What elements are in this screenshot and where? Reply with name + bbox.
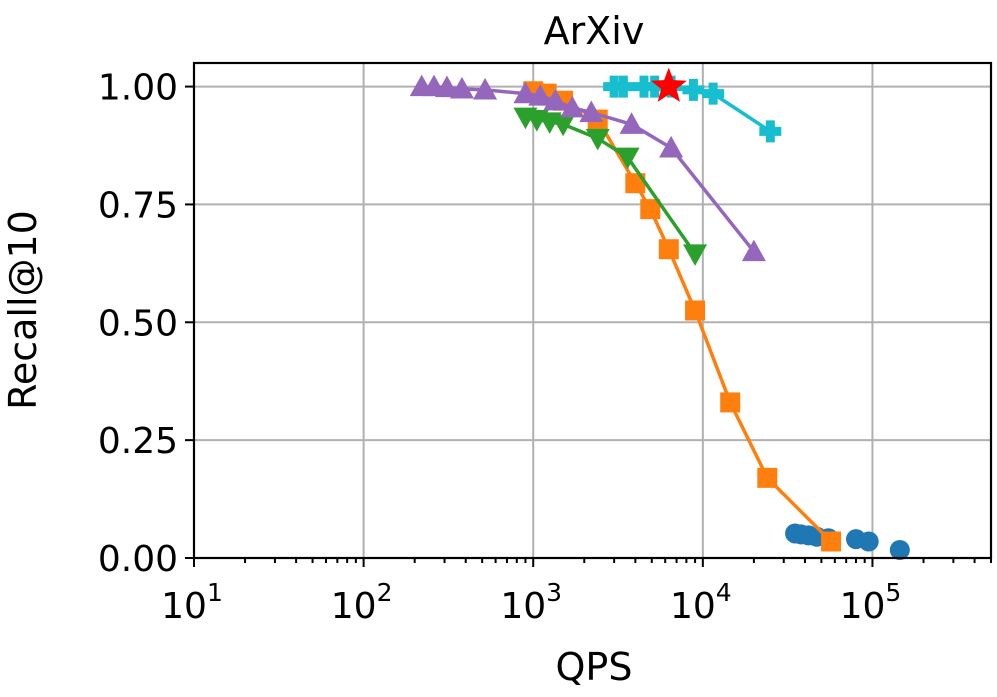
data-point-triangle-up	[528, 84, 553, 106]
series-green-triangles-down	[513, 107, 708, 266]
data-point-square	[720, 392, 741, 413]
data-point-star	[650, 67, 687, 102]
data-point-plus	[702, 82, 725, 105]
data-point-triangle-up	[659, 135, 684, 158]
y-tick-label: 0.00	[98, 539, 178, 580]
data-point-square	[685, 300, 706, 321]
y-tick-label: 0.50	[98, 303, 178, 344]
data-point-triangle-down	[683, 244, 708, 266]
data-point-triangle-down	[585, 128, 610, 151]
x-tick-label: 102	[331, 578, 393, 627]
x-tick-label: 104	[670, 578, 732, 627]
y-tick-label: 1.00	[98, 68, 178, 109]
data-point-triangle-up	[434, 75, 459, 98]
y-tick-label: 0.25	[98, 421, 178, 462]
x-tick-label: 103	[500, 578, 562, 627]
x-tick-label: 101	[161, 578, 223, 627]
data-point-triangle-up	[619, 112, 644, 134]
data-point-triangle-up	[473, 77, 498, 100]
data-point-triangle-up	[741, 239, 766, 262]
data-point-square	[658, 239, 679, 260]
data-point-circle	[889, 539, 910, 560]
data-point-triangle-up	[560, 95, 585, 118]
data-point-square	[640, 199, 661, 220]
y-tick-label: 0.75	[98, 185, 178, 226]
series-red-star	[650, 67, 687, 102]
x-axis-label: QPS	[556, 645, 633, 689]
data-point-plus	[612, 75, 635, 98]
y-axis-label: Recall@10	[1, 210, 45, 410]
series-blue-circles	[785, 523, 910, 560]
series-orange-squares	[523, 81, 842, 552]
series-layer	[409, 67, 910, 560]
data-point-circle	[858, 531, 879, 552]
data-point-plus	[759, 120, 782, 143]
data-point-square	[757, 467, 778, 488]
plot-frame	[192, 61, 993, 560]
x-tick-label: 105	[840, 578, 902, 627]
data-point-triangle-up	[579, 100, 604, 123]
series-line-orange-squares	[532, 89, 833, 543]
data-point-triangle-up	[543, 88, 568, 111]
data-point-plus	[682, 78, 705, 101]
data-point-square	[821, 531, 842, 552]
data-point-triangle-down	[551, 114, 576, 137]
series-purple-triangles-up	[409, 74, 766, 262]
data-point-triangle-up	[449, 76, 474, 99]
axis-ticks: 101 102 103 104 105 0.00 0.25 0.50 0.75 1.00	[98, 68, 992, 627]
data-point-triangle-down	[615, 147, 640, 170]
data-point-plus	[643, 75, 666, 98]
data-point-triangle-up	[513, 81, 538, 104]
chart-title: ArXiv	[544, 9, 645, 53]
